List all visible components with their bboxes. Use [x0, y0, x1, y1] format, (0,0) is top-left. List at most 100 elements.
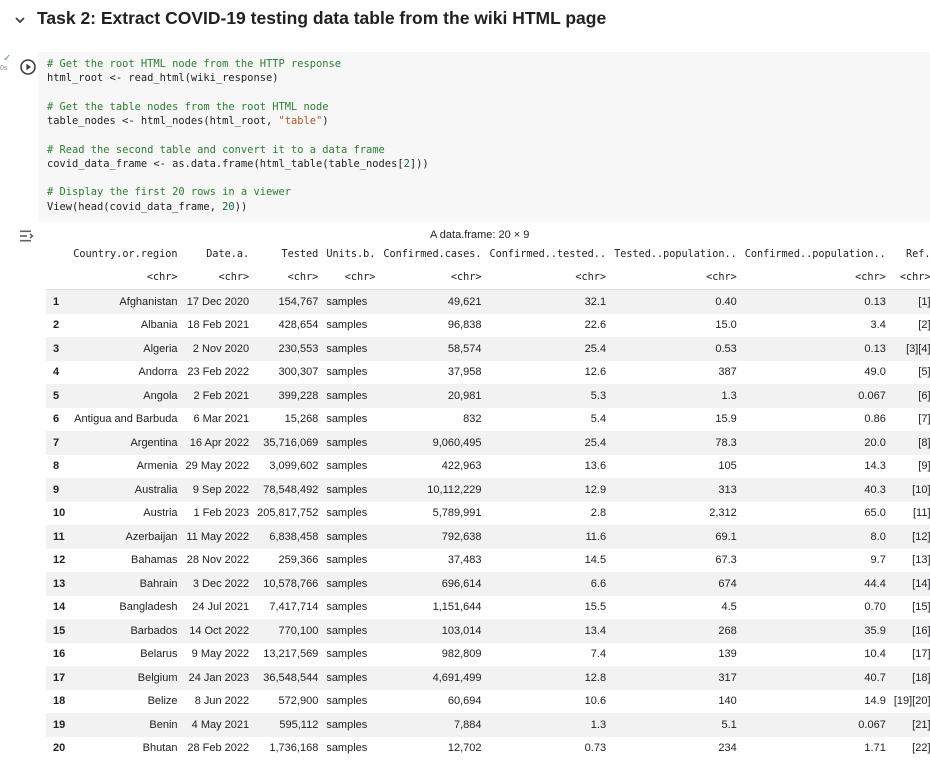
- table-cell: samples: [322, 478, 380, 502]
- code-line[interactable]: # Get the root HTML node from the HTTP r…: [47, 58, 341, 70]
- column-header: Tested..population..: [614, 248, 737, 260]
- table-cell: Bangladesh: [119, 601, 178, 614]
- table-cell: 422,963: [441, 460, 482, 473]
- table-cell: 2.8: [590, 507, 607, 520]
- section-title: Task 2: Extract COVID-19 testing data ta…: [37, 8, 607, 28]
- table-cell: 0.73: [584, 742, 607, 755]
- table-cell: 40.7: [740, 666, 890, 690]
- table-cell: [15]: [912, 601, 930, 614]
- table-cell: samples: [326, 319, 368, 332]
- column-header: Date.a.: [206, 248, 250, 260]
- table-cell: 1 Feb 2023: [193, 507, 250, 520]
- table-cell: samples: [322, 525, 380, 549]
- table-cell: 0.067: [740, 384, 890, 408]
- code-comment: # Get the table nodes from the root HTML…: [47, 100, 329, 113]
- table-cell: 12.9: [485, 478, 611, 502]
- code-line[interactable]: table_nodes <- html_nodes(html_root, "ta…: [47, 115, 329, 127]
- table-cell: 12.6: [584, 366, 607, 379]
- table-cell: 139: [718, 648, 737, 661]
- table-cell: 14 Oct 2022: [181, 619, 254, 643]
- table-cell: 25.4: [485, 431, 611, 455]
- table-row: 8 Armenia 29 May 2022 3,099,602 samples 422,9…: [46, 455, 930, 479]
- output-options-icon[interactable]: [19, 228, 35, 244]
- table-cell: samples: [326, 413, 368, 426]
- table-cell: [3][4]: [889, 337, 930, 361]
- table-cell: [17]: [912, 648, 930, 661]
- table-cell: 7,884: [379, 713, 486, 737]
- table-cell: 317: [610, 666, 741, 690]
- code-line[interactable]: # Display the first 20 rows in a viewer: [47, 186, 291, 198]
- table-cell: samples: [326, 460, 368, 473]
- table-row: 9 Australia 9 Sep 2022 78,548,492 samples 10,…: [46, 478, 930, 502]
- table-cell: 5.3: [485, 384, 611, 408]
- run-cell-button[interactable]: [20, 59, 36, 75]
- table-cell: 60,694: [447, 695, 482, 708]
- table-cell: [2]: [918, 319, 930, 332]
- table-cell: 205,817,752: [257, 507, 319, 520]
- table-row: 6 Antigua and Barbuda 6 Mar 2021 15,268 samp…: [46, 408, 930, 432]
- table-cell: 14.9: [864, 695, 886, 708]
- row-index-type: [46, 265, 70, 290]
- table-cell: 13.6: [584, 460, 607, 473]
- code-line[interactable]: View(head(covid_data_frame, 20)): [47, 201, 247, 213]
- table-cell: [10]: [889, 478, 930, 502]
- code-line[interactable]: # Get the table nodes from the root HTML…: [47, 101, 329, 113]
- table-cell: samples: [322, 572, 380, 596]
- table-cell: 1,151,644: [432, 601, 482, 614]
- code-string: "table": [278, 115, 323, 127]
- column-type-row: <chr> <chr> <chr> <chr> <chr> <chr> <chr> <chr>…: [46, 265, 930, 290]
- execution-success-icon: ✓: [3, 53, 12, 64]
- table-cell: 7,417,714: [269, 601, 319, 614]
- column-type: <chr>: [181, 265, 254, 290]
- code-number: 20: [222, 200, 235, 213]
- table-cell: 13,217,569: [263, 648, 319, 661]
- table-row: 16 Belarus 9 May 2022 13,217,569 samples 982,…: [46, 643, 930, 667]
- table-cell: 0.13: [740, 289, 890, 314]
- code-line[interactable]: covid_data_frame <- as.data.frame(html_t…: [47, 158, 429, 170]
- chevron-down-icon[interactable]: [13, 13, 27, 27]
- table-cell: 0.86: [864, 413, 886, 426]
- column-type: <chr>: [322, 265, 380, 290]
- table-cell: samples: [326, 366, 368, 379]
- table-row: 13 Bahrain 3 Dec 2022 10,578,766 samples 696,…: [46, 572, 930, 596]
- section-header: Task 2: Extract COVID-19 testing data ta…: [0, 0, 930, 40]
- table-cell: 103,014: [379, 619, 486, 643]
- table-cell: 1.3: [610, 384, 741, 408]
- table-row: 10 Austria 1 Feb 2023 205,817,752 samples 5,7…: [46, 502, 930, 526]
- table-cell: Argentina: [69, 431, 182, 455]
- row-index: 12: [53, 554, 66, 567]
- table-cell: samples: [322, 431, 380, 455]
- code-token: ])): [409, 157, 429, 170]
- table-cell: 17 Dec 2020: [181, 289, 254, 314]
- table-cell: 259,366: [278, 554, 319, 567]
- table-cell: Algeria: [69, 337, 182, 361]
- row-index: 16: [53, 648, 66, 661]
- code-line[interactable]: html_root <- read_html(wiki_response): [47, 72, 278, 84]
- table-cell: 18 Feb 2021: [187, 319, 250, 332]
- table-cell: samples: [322, 619, 380, 643]
- table-row: 14 Bangladesh 24 Jul 2021 7,417,714 samples 1…: [46, 596, 930, 620]
- table-cell: 15.9: [715, 413, 737, 426]
- table-cell: samples: [326, 554, 368, 567]
- row-index: 8: [53, 460, 60, 473]
- table-cell: 14.5: [584, 554, 607, 567]
- table-cell: 154,767: [253, 289, 323, 314]
- table-cell: 4,691,499: [379, 666, 486, 690]
- table-cell: 832: [463, 413, 482, 426]
- table-cell: 5.4: [590, 413, 607, 426]
- row-index: 17: [46, 666, 70, 690]
- code-editor[interactable]: # Get the root HTML node from the HTTP r…: [38, 52, 930, 222]
- table-cell: 9 Sep 2022: [181, 478, 254, 502]
- table-cell: [19][20]: [893, 695, 930, 708]
- table-cell: 28 Feb 2022: [187, 742, 250, 755]
- table-cell: Belgium: [69, 666, 182, 690]
- row-index: 14: [53, 601, 66, 614]
- table-cell: 35.9: [740, 619, 890, 643]
- code-lines[interactable]: # Get the root HTML node from the HTTP r…: [47, 57, 429, 214]
- table-cell: Armenia: [136, 460, 178, 473]
- code-line[interactable]: # Read the second table and convert it t…: [47, 144, 385, 156]
- table-cell: 1,736,168: [269, 742, 319, 755]
- table-cell: 36,548,544: [253, 666, 323, 690]
- table-cell: samples: [326, 648, 368, 661]
- row-index: 10: [53, 507, 66, 520]
